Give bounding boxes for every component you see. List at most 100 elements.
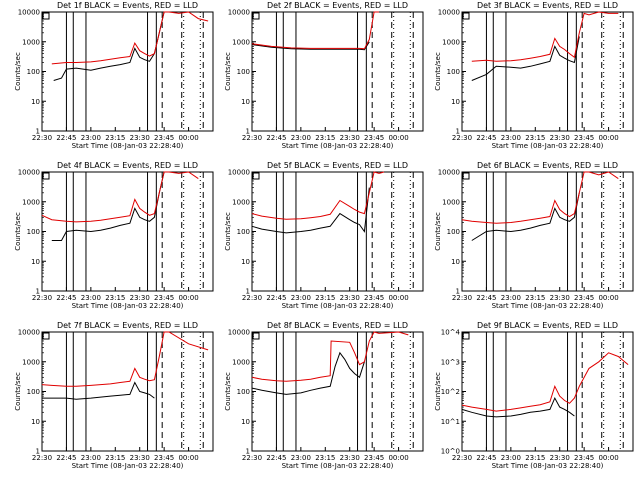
det2-corner-box [252, 12, 260, 20]
det1-xtick-label: 23:00 [81, 134, 101, 142]
det5-xtick-label: 00:00 [388, 294, 408, 302]
det4-ytick-label: 100 [27, 228, 40, 236]
det9-ytick-label: 10^4 [441, 329, 461, 337]
det9-ytick-label: 10^3 [441, 358, 460, 366]
det7-ytick-label: 10 [31, 418, 40, 426]
det4-xtick-label: 22:45 [56, 294, 76, 302]
det1-ytick-label: 100 [27, 68, 40, 76]
det1-xtick-label: 23:30 [130, 134, 150, 142]
det1-series-events [53, 11, 169, 81]
det8-xtick-label: 00:00 [388, 454, 408, 462]
det6-series-lld [461, 171, 619, 224]
det5-chart: Det 5f BLACK = Events, RED = LLD 1 10 100 10… [224, 161, 424, 310]
det9-ytick-label: 10^2 [441, 388, 460, 396]
det6-xtick-label: 22:45 [476, 294, 496, 302]
det6-ytick-label: 100 [447, 228, 460, 236]
det5-xtick-label: 23:45 [364, 294, 384, 302]
det9-xtick-label: 23:15 [525, 454, 545, 462]
det3-series-events [471, 36, 580, 81]
det4-ytick-label: 1 [36, 288, 40, 296]
det8-xtick-label: 23:15 [315, 454, 335, 462]
det8-ytick-label: 10 [241, 418, 250, 426]
det6-series-events [471, 192, 580, 241]
det9-xtick-label: 22:45 [476, 454, 496, 462]
det8-ytick-label: 100 [237, 388, 250, 396]
det2-series-events [251, 41, 370, 51]
det3-ytick-label: 10 [451, 98, 460, 106]
det7-ytick-label: 1 [36, 448, 40, 456]
det7-plot-frame [41, 331, 214, 452]
det5-xtick-label: 23:00 [291, 294, 311, 302]
det6-corner-box [462, 172, 470, 180]
det2-series-lld [251, 11, 379, 50]
det8-ytick-label: 1 [246, 448, 250, 456]
det1-chart: Det 1f BLACK = Events, RED = LLD 1 10 100 10… [14, 1, 214, 150]
det6-ytick-label: 10 [451, 258, 460, 266]
det4-xtick-label: 23:15 [105, 294, 125, 302]
det6-xtick-label: 23:00 [501, 294, 521, 302]
det8-plot-frame [251, 331, 424, 452]
det7-ylabel: Counts/sec [14, 372, 22, 411]
det3-xtick-label: 23:45 [574, 134, 594, 142]
det5-title: Det 5f BLACK = Events, RED = LLD [267, 161, 408, 170]
det4-corner-box [42, 172, 50, 180]
det4-title: Det 4f BLACK = Events, RED = LLD [57, 161, 198, 170]
det7-series-events [42, 381, 155, 400]
det2-chart: Det 2f BLACK = Events, RED = LLD 1 10 100 10… [224, 1, 424, 150]
det2-xlabel: Start Time (08-Jan-03 22:28:40) [282, 142, 394, 150]
det4-series-events [51, 171, 165, 241]
det3-ytick-label: 1000 [442, 38, 460, 46]
det1-ylabel: Counts/sec [14, 52, 22, 91]
det1-corner-box [42, 12, 50, 20]
det2-plot-frame [251, 11, 424, 132]
det4-xtick-label: 23:00 [81, 294, 101, 302]
det8-ytick-label: 10000 [228, 329, 250, 337]
det9-ytick-label: 10^1 [441, 418, 460, 426]
det7-xtick-label: 23:45 [154, 454, 174, 462]
det4-ytick-label: 1000 [22, 198, 40, 206]
det5-corner-box [252, 172, 260, 180]
det1-xtick-label: 22:30 [32, 134, 52, 142]
det5-xtick-label: 23:30 [340, 294, 360, 302]
det1-ytick-label: 10 [31, 98, 40, 106]
det8-xtick-label: 23:00 [291, 454, 311, 462]
det6-title: Det 6f BLACK = Events, RED = LLD [477, 161, 618, 170]
det2-xtick-label: 23:30 [340, 134, 360, 142]
det8-ylabel: Counts/sec [224, 372, 232, 411]
det3-xtick-label: 00:00 [598, 134, 618, 142]
det2-xtick-label: 00:00 [388, 134, 408, 142]
det7-xtick-label: 23:30 [130, 454, 150, 462]
det7-xtick-label: 23:15 [105, 454, 125, 462]
det3-xlabel: Start Time (08-Jan-03 22:28:40) [492, 142, 604, 150]
det3-chart: Det 3f BLACK = Events, RED = LLD 1 10 100 10… [434, 1, 634, 150]
det2-ytick-label: 10000 [228, 9, 250, 17]
det6-ytick-label: 10000 [438, 169, 460, 177]
det8-xtick-label: 23:30 [340, 454, 360, 462]
det8-series-lld [251, 331, 409, 382]
det1-xtick-label: 23:45 [154, 134, 174, 142]
det1-xtick-label: 00:00 [178, 134, 198, 142]
det4-xtick-label: 23:45 [154, 294, 174, 302]
det8-corner-box [252, 332, 260, 340]
det5-ytick-label: 10 [241, 258, 250, 266]
det3-xtick-label: 23:00 [501, 134, 521, 142]
det9-chart: Det 9f BLACK = Events, RED = LLD 10^0 10^1… [434, 321, 634, 470]
det7-xtick-label: 22:30 [32, 454, 52, 462]
det3-title: Det 3f BLACK = Events, RED = LLD [477, 1, 618, 10]
det8-xtick-label: 23:45 [364, 454, 384, 462]
det7-corner-box [42, 332, 50, 340]
det2-ytick-label: 10 [241, 98, 250, 106]
det1-ytick-label: 1000 [22, 38, 40, 46]
det8-chart: Det 8f BLACK = Events, RED = LLD 1 10 100 10… [224, 321, 424, 470]
det5-xtick-label: 22:45 [266, 294, 286, 302]
det9-xtick-label: 23:00 [501, 454, 521, 462]
det5-series-events [251, 187, 370, 234]
det6-xtick-label: 23:45 [574, 294, 594, 302]
det4-ylabel: Counts/sec [14, 212, 22, 251]
det9-xtick-label: 23:45 [574, 454, 594, 462]
det2-xtick-label: 22:30 [242, 134, 262, 142]
det5-ytick-label: 10000 [228, 169, 250, 177]
det2-ytick-label: 1 [246, 128, 250, 136]
det3-ytick-label: 1 [456, 128, 460, 136]
